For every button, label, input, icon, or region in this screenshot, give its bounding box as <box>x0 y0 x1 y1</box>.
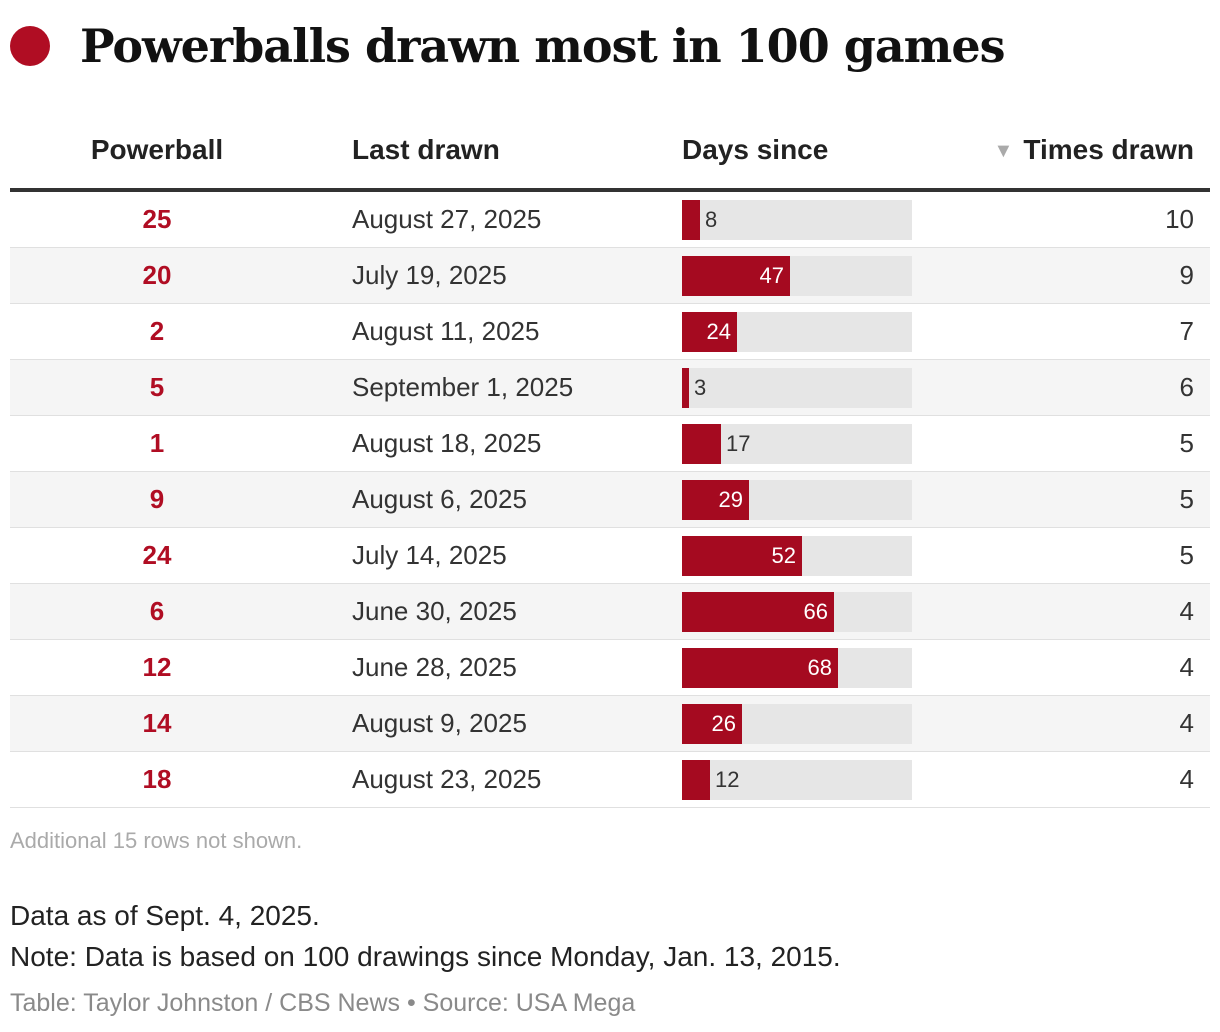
table-body: 25 August 27, 2025 8 10 20 July 19, 2025 47 9 2 A… <box>10 192 1210 808</box>
days-since-bar-track: 29 <box>682 480 912 520</box>
powerball-dot-icon <box>10 26 50 66</box>
data-note: Note: Data is based on 100 drawings sinc… <box>10 941 841 972</box>
days-since-bar <box>682 312 737 352</box>
times-drawn-value: 7 <box>1179 316 1194 346</box>
days-since-bar-track: 26 <box>682 704 912 744</box>
last-drawn-date: August 9, 2025 <box>352 708 527 738</box>
days-since-bar <box>682 648 838 688</box>
chart-title: Powerballs drawn most in 100 games <box>80 19 1006 73</box>
table-header: Powerball Last drawn Days since ▼ Times d… <box>10 120 1210 192</box>
days-since-bar <box>682 760 710 800</box>
powerball-number: 6 <box>149 596 165 626</box>
col-header-last-drawn[interactable]: Last drawn <box>352 134 500 165</box>
days-since-bar <box>682 704 742 744</box>
more-rows-note: Additional 15 rows not shown. <box>10 828 303 853</box>
table-row: 5 September 1, 2025 3 6 <box>10 360 1210 416</box>
times-drawn-value: 10 <box>1165 204 1194 234</box>
days-since-bar <box>682 200 700 240</box>
table-row: 1 August 18, 2025 17 5 <box>10 416 1210 472</box>
powerball-number: 1 <box>149 428 165 458</box>
days-since-bar-track: 52 <box>682 536 912 576</box>
times-drawn-value: 9 <box>1179 260 1194 290</box>
days-since-label: 26 <box>711 711 736 736</box>
days-since-label: 66 <box>803 599 828 624</box>
sort-desc-icon: ▼ <box>993 140 1014 162</box>
days-since-label: 68 <box>807 655 832 680</box>
table-row: 6 June 30, 2025 66 4 <box>10 584 1210 640</box>
times-drawn-value: 5 <box>1179 540 1194 570</box>
days-since-bar <box>682 256 790 296</box>
last-drawn-date: August 6, 2025 <box>352 484 527 514</box>
days-since-bar-track: 66 <box>682 592 912 632</box>
powerball-number: 14 <box>142 708 172 738</box>
days-since-bar <box>682 424 721 464</box>
col-header-powerball[interactable]: Powerball <box>90 134 224 165</box>
powerball-number: 12 <box>142 652 172 682</box>
last-drawn-date: August 27, 2025 <box>352 204 542 234</box>
powerball-table: Powerball Last drawn Days since ▼ Times d… <box>10 120 1210 808</box>
col-header-days-since[interactable]: Days since <box>682 134 829 165</box>
table-row: 9 August 6, 2025 29 5 <box>10 472 1210 528</box>
last-drawn-date: June 30, 2025 <box>352 596 517 626</box>
last-drawn-date: August 23, 2025 <box>352 764 542 794</box>
days-since-label: 29 <box>718 487 743 512</box>
source-credit: Table: Taylor Johnston / CBS News • Sour… <box>10 989 636 1017</box>
title-bar: Powerballs drawn most in 100 games <box>10 18 1006 74</box>
col-header-times-drawn[interactable]: ▼ Times drawn <box>994 134 1194 166</box>
powerball-number: 20 <box>142 260 172 290</box>
powerball-number: 18 <box>142 764 172 794</box>
last-drawn-date: July 14, 2025 <box>352 540 507 570</box>
times-drawn-value: 4 <box>1179 652 1194 682</box>
days-since-bar <box>682 480 749 520</box>
days-since-label: 17 <box>726 431 751 456</box>
days-since-label: 24 <box>706 319 731 344</box>
last-drawn-date: July 19, 2025 <box>352 260 507 290</box>
last-drawn-date: June 28, 2025 <box>352 652 517 682</box>
days-since-bar <box>682 368 689 408</box>
table-row: 20 July 19, 2025 47 9 <box>10 248 1210 304</box>
table-row: 12 June 28, 2025 68 4 <box>10 640 1210 696</box>
last-drawn-date: August 11, 2025 <box>352 316 540 346</box>
days-since-bar-track: 68 <box>682 648 912 688</box>
days-since-bar-track: 3 <box>682 368 912 408</box>
powerball-number: 5 <box>149 372 165 402</box>
times-drawn-value: 4 <box>1179 596 1194 626</box>
powerball-number: 2 <box>149 316 165 346</box>
days-since-label: 3 <box>694 375 707 400</box>
days-since-label: 12 <box>715 767 740 792</box>
table-row: 25 August 27, 2025 8 10 <box>10 192 1210 248</box>
col-header-times-drawn-label: Times drawn <box>1023 134 1194 165</box>
days-since-bar-track: 47 <box>682 256 912 296</box>
times-drawn-value: 5 <box>1179 484 1194 514</box>
times-drawn-value: 4 <box>1179 708 1194 738</box>
times-drawn-value: 4 <box>1179 764 1194 794</box>
powerball-number: 25 <box>142 204 172 234</box>
table-row: 18 August 23, 2025 12 4 <box>10 752 1210 808</box>
table-row: 2 August 11, 2025 24 7 <box>10 304 1210 360</box>
times-drawn-value: 6 <box>1179 372 1194 402</box>
days-since-bar-track: 12 <box>682 760 912 800</box>
days-since-bar-track: 17 <box>682 424 912 464</box>
last-drawn-date: August 18, 2025 <box>352 428 542 458</box>
days-since-bar-track: 24 <box>682 312 912 352</box>
days-since-label: 8 <box>705 207 718 232</box>
days-since-label: 52 <box>771 543 796 568</box>
powerball-number: 24 <box>142 540 172 570</box>
days-since-bar-track: 8 <box>682 200 912 240</box>
table-row: 24 July 14, 2025 52 5 <box>10 528 1210 584</box>
days-since-bar <box>682 592 834 632</box>
last-drawn-date: September 1, 2025 <box>352 372 574 402</box>
days-since-bar <box>682 536 802 576</box>
powerball-number: 9 <box>149 484 165 514</box>
data-as-of: Data as of Sept. 4, 2025. <box>10 900 320 931</box>
table-row: 14 August 9, 2025 26 4 <box>10 696 1210 752</box>
days-since-label: 47 <box>759 263 784 288</box>
times-drawn-value: 5 <box>1179 428 1194 458</box>
